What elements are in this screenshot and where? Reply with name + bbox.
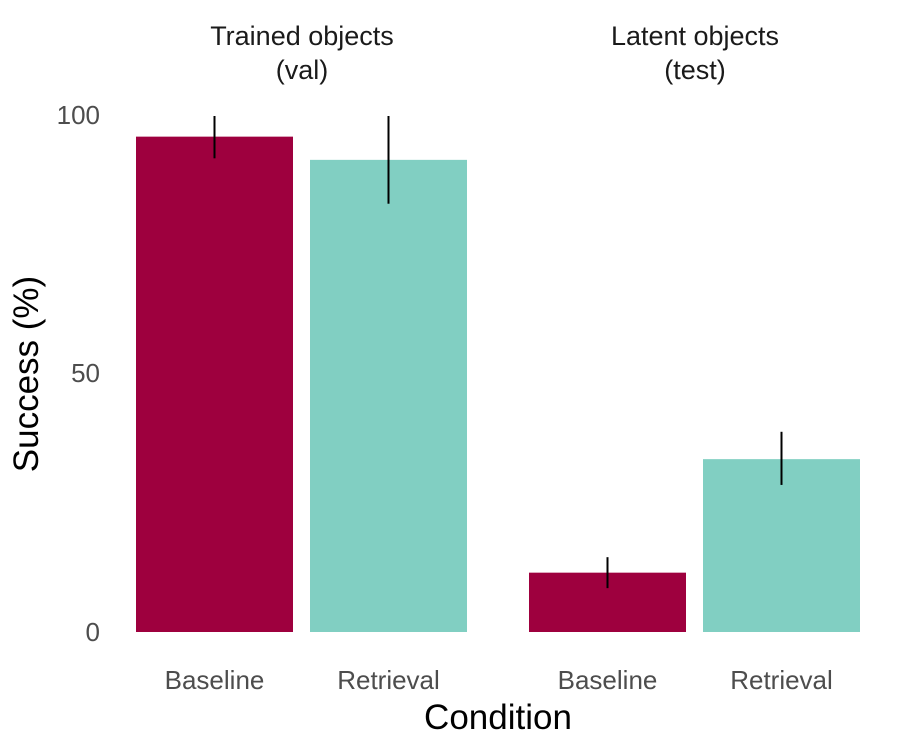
error-bars bbox=[213, 116, 783, 589]
facet-titles: Trained objects (val) Latent objects (te… bbox=[210, 21, 779, 85]
x-tick-label-retrieval-trained: Retrieval bbox=[337, 665, 440, 695]
x-axis-title: Condition bbox=[424, 698, 572, 737]
bar-retrieval-latent bbox=[703, 459, 860, 632]
y-axis: 0 50 100 bbox=[57, 100, 100, 647]
facet-subtitle-latent: (test) bbox=[664, 55, 726, 85]
facet-title-trained: Trained objects bbox=[210, 21, 394, 51]
y-axis-title: Success (%) bbox=[7, 276, 46, 472]
x-tick-label-baseline-latent: Baseline bbox=[558, 665, 658, 695]
x-tick-labels: Baseline Retrieval Baseline Retrieval bbox=[165, 665, 833, 695]
bar-retrieval-trained bbox=[310, 159, 467, 633]
x-tick-label-baseline-trained: Baseline bbox=[165, 665, 265, 695]
y-tick-label-50: 50 bbox=[71, 358, 100, 388]
y-tick-label-100: 100 bbox=[57, 100, 100, 130]
bars bbox=[136, 136, 860, 633]
bar-baseline-trained bbox=[136, 136, 293, 632]
y-tick-label-0: 0 bbox=[86, 617, 100, 647]
facet-subtitle-trained: (val) bbox=[276, 55, 329, 85]
facet-title-latent: Latent objects bbox=[611, 21, 779, 51]
x-tick-label-retrieval-latent: Retrieval bbox=[730, 665, 833, 695]
